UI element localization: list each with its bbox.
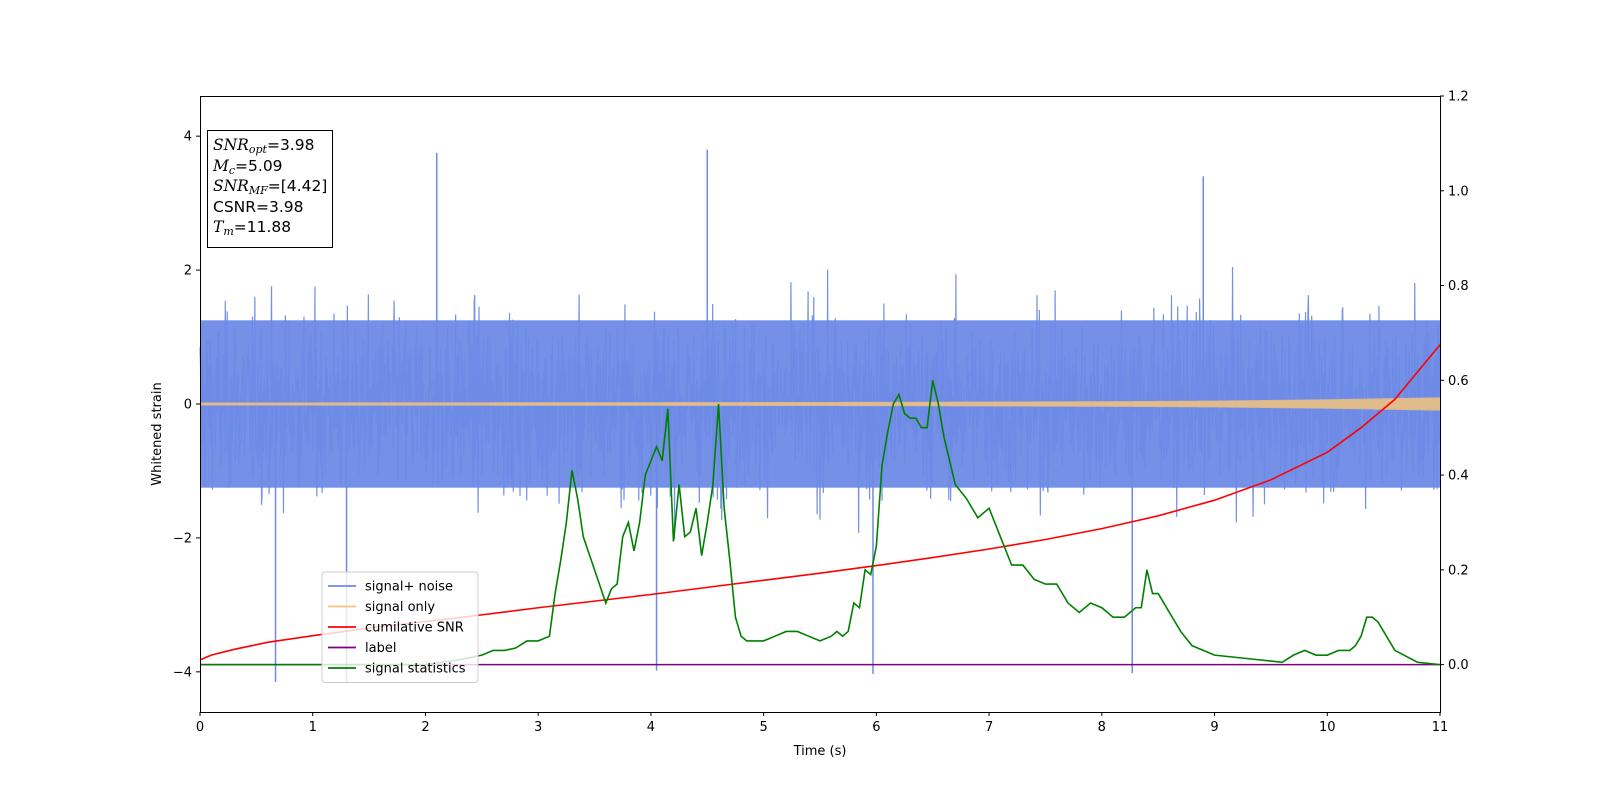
legend-label-0: signal+ noise (365, 580, 453, 595)
y2-tick-label-4: 0.8 (1448, 279, 1469, 294)
x-tick-label-10: 10 (1319, 720, 1336, 735)
x-axis: 0 1 2 3 4 5 6 7 8 9 10 11 (196, 712, 1448, 735)
y2-tick-label-3: 0.6 (1448, 374, 1469, 389)
series-layer (199, 149, 1441, 682)
x-tick-label-4: 4 (647, 720, 655, 735)
legend-label-1: signal only (365, 600, 435, 615)
x-tick-label-7: 7 (985, 720, 993, 735)
plot-frame (200, 96, 1441, 713)
y-tick-label-4: 4 (184, 130, 192, 145)
x-tick-label-1: 1 (309, 720, 317, 735)
annotation-box: SNRopt=3.98 Mc=5.09 SNRMF=[4.42] CSNR=3.… (207, 130, 333, 248)
y-tick-label-2: 0 (184, 398, 192, 413)
y-tick-label-3: 2 (184, 264, 192, 279)
y2-tick-label-0: 0.0 (1448, 658, 1469, 673)
legend: signal+ noise signal only cumilative SNR la… (321, 571, 479, 683)
y2-tick-label-5: 1.0 (1448, 184, 1469, 199)
x-tick-label-6: 6 (872, 720, 880, 735)
legend-box (321, 571, 479, 683)
legend-label-4: signal statistics (365, 662, 466, 677)
x-tick-label-0: 0 (196, 720, 204, 735)
x-tick-label-9: 9 (1210, 720, 1218, 735)
y-axis-left: −4 −2 0 2 4 (173, 130, 200, 680)
y-tick-label-0: −4 (173, 665, 192, 680)
series-signal-only-line (199, 397, 1441, 411)
series-signal-statistics-line (200, 380, 1441, 666)
y2-tick-label-1: 0.2 (1448, 563, 1469, 578)
annotation-csnr: CSNR=3.98 (213, 197, 304, 216)
annotation-snr-opt: SNRopt=3.98 (213, 136, 315, 156)
x-tick-label-3: 3 (534, 720, 542, 735)
x-tick-label-2: 2 (421, 720, 429, 735)
annotation-tm: Tm=11.88 (213, 218, 292, 238)
x-tick-label-11: 11 (1432, 720, 1449, 735)
y-tick-label-1: −2 (173, 531, 192, 546)
y2-tick-label-2: 0.4 (1448, 469, 1469, 484)
x-tick-label-5: 5 (759, 720, 767, 735)
y-axis-right: 0.0 0.2 0.4 0.6 0.8 1.0 1.2 (1440, 90, 1469, 673)
y2-tick-label-6: 1.2 (1448, 90, 1469, 105)
x-tick-label-8: 8 (1098, 720, 1106, 735)
x-axis-label: Time (s) (793, 744, 847, 759)
legend-label-2: cumilative SNR (365, 621, 464, 636)
legend-label-3: label (365, 641, 396, 656)
annotation-snr-mf: SNRMF=[4.42] (213, 177, 328, 197)
y-axis-label: Whitened strain (150, 382, 165, 485)
annotation-chirp-mass: Mc=5.09 (213, 156, 283, 177)
